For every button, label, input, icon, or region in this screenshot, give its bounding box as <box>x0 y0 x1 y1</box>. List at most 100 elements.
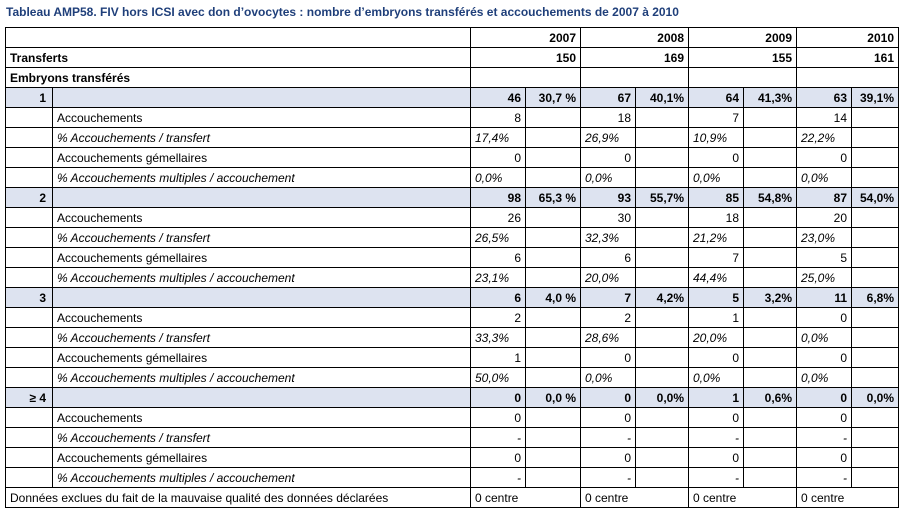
count-value: 0 <box>580 347 636 368</box>
empty-cell <box>743 327 797 348</box>
table-row: Accouchements 26 30 18 20 <box>5 207 899 228</box>
group-count: 1 <box>688 387 744 408</box>
group-percent: 41,3% <box>743 87 797 108</box>
indent-cell <box>5 467 53 488</box>
empty-cell <box>851 367 899 388</box>
percent-value: - <box>580 467 636 488</box>
count-value: 8 <box>470 107 526 128</box>
count-value: 6 <box>580 247 636 268</box>
indent-cell <box>5 127 53 148</box>
table-row: % Accouchements multiples / accouchement… <box>5 167 899 188</box>
empty-cell <box>743 367 797 388</box>
row-label: % Accouchements multiples / accouchement <box>52 167 471 188</box>
count-value: 14 <box>796 107 852 128</box>
count-value: 0 <box>688 447 744 468</box>
percent-value: 23,0% <box>796 227 852 248</box>
indent-cell <box>5 107 53 128</box>
indent-cell <box>5 407 53 428</box>
group-row: 1 46 30,7 % 67 40,1% 64 41,3% 63 39,1% <box>5 87 899 108</box>
percent-value: 20,0% <box>688 327 744 348</box>
indent-cell <box>5 227 53 248</box>
embryons-label: Embryons transférés <box>5 67 471 88</box>
group-spacer <box>52 87 471 108</box>
transferts-value: 169 <box>580 47 689 68</box>
count-value: 7 <box>688 107 744 128</box>
count-value: 0 <box>688 407 744 428</box>
count-value: 0 <box>470 147 526 168</box>
empty-cell <box>743 467 797 488</box>
row-label: Accouchements gémellaires <box>52 347 471 368</box>
empty-cell <box>635 447 689 468</box>
count-value: 1 <box>470 347 526 368</box>
group-label: 2 <box>5 187 53 208</box>
percent-value: 0,0% <box>580 167 636 188</box>
empty-cell <box>743 447 797 468</box>
count-value: 7 <box>688 247 744 268</box>
group-percent: 0,0 % <box>525 387 581 408</box>
count-value: 26 <box>470 207 526 228</box>
count-value: 0 <box>580 447 636 468</box>
percent-value: 44,4% <box>688 267 744 288</box>
empty-cell <box>851 247 899 268</box>
footer-value: 0 centre <box>688 487 797 508</box>
empty-cell <box>688 67 797 88</box>
empty-cell <box>635 147 689 168</box>
group-count: 0 <box>580 387 636 408</box>
footer-value: 0 centre <box>796 487 899 508</box>
group-percent: 4,0 % <box>525 287 581 308</box>
footer-value: 0 centre <box>470 487 581 508</box>
group-spacer <box>52 187 471 208</box>
percent-value: - <box>688 467 744 488</box>
table-row: Accouchements gémellaires 0 0 0 0 <box>5 447 899 468</box>
percent-value: 22,2% <box>796 127 852 148</box>
indent-cell <box>5 447 53 468</box>
group-count: 46 <box>470 87 526 108</box>
table-row: Accouchements gémellaires 6 6 7 5 <box>5 247 899 268</box>
header-empty-cell <box>5 27 471 48</box>
percent-value: 26,5% <box>470 227 526 248</box>
group-percent: 30,7 % <box>525 87 581 108</box>
group-count: 6 <box>470 287 526 308</box>
percent-value: 0,0% <box>688 167 744 188</box>
year-header: 2009 <box>688 27 797 48</box>
count-value: 18 <box>580 107 636 128</box>
row-label: % Accouchements / transfert <box>52 227 471 248</box>
group-count: 7 <box>580 287 636 308</box>
group-percent: 65,3 % <box>525 187 581 208</box>
empty-cell <box>743 347 797 368</box>
percent-value: 0,0% <box>796 167 852 188</box>
empty-cell <box>525 227 581 248</box>
count-value: 0 <box>580 407 636 428</box>
empty-cell <box>525 107 581 128</box>
empty-cell <box>743 407 797 428</box>
percent-value: - <box>688 427 744 448</box>
row-label: Accouchements <box>52 307 471 328</box>
group-count: 85 <box>688 187 744 208</box>
row-label: % Accouchements / transfert <box>52 427 471 448</box>
empty-cell <box>580 67 689 88</box>
percent-value: 32,3% <box>580 227 636 248</box>
count-value: 18 <box>688 207 744 228</box>
empty-cell <box>635 407 689 428</box>
row-label: % Accouchements multiples / accouchement <box>52 367 471 388</box>
empty-cell <box>525 407 581 428</box>
empty-cell <box>743 247 797 268</box>
empty-cell <box>525 247 581 268</box>
transferts-value: 155 <box>688 47 797 68</box>
empty-cell <box>525 127 581 148</box>
count-value: 0 <box>796 447 852 468</box>
empty-cell <box>470 67 581 88</box>
empty-cell <box>851 467 899 488</box>
table-row: % Accouchements multiples / accouchement… <box>5 367 899 388</box>
group-percent: 40,1% <box>635 87 689 108</box>
empty-cell <box>635 267 689 288</box>
indent-cell <box>5 247 53 268</box>
empty-cell <box>525 167 581 188</box>
empty-cell <box>525 207 581 228</box>
footer-row: Données exclues du fait de la mauvaise q… <box>5 487 899 508</box>
empty-cell <box>525 427 581 448</box>
group-count: 0 <box>796 387 852 408</box>
count-value: 6 <box>470 247 526 268</box>
year-header: 2010 <box>796 27 899 48</box>
percent-value: 10,9% <box>688 127 744 148</box>
